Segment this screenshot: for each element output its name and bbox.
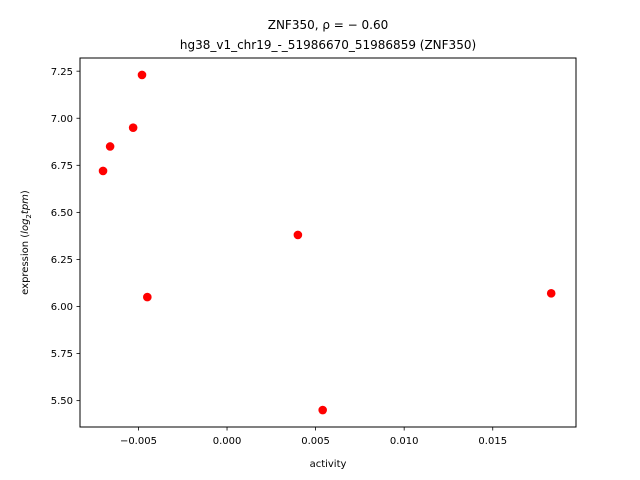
y-tick-label: 7.00 bbox=[51, 114, 73, 125]
y-axis-label-log: log bbox=[20, 219, 31, 234]
plot-area: −0.005 0.000 0.005 0.010 0.015 5.50 5.75 6.00 6.… bbox=[51, 67, 556, 447]
x-tick-label: 0.000 bbox=[213, 436, 242, 447]
data-point bbox=[318, 405, 327, 415]
y-tick-label: 5.50 bbox=[51, 396, 73, 407]
data-point bbox=[137, 70, 147, 80]
data-point bbox=[143, 292, 152, 302]
x-tick-label: −0.005 bbox=[120, 436, 157, 447]
x-tick-label: 0.005 bbox=[301, 436, 330, 447]
y-tick-label: 6.75 bbox=[51, 161, 73, 172]
y-axis-label-suffix: ) bbox=[20, 190, 31, 194]
y-tick-label: 6.50 bbox=[51, 208, 73, 219]
y-axis-label: expression (log2tpm) bbox=[20, 190, 33, 295]
data-point bbox=[128, 123, 138, 132]
x-axis-label: activity bbox=[310, 459, 347, 470]
y-tick-label: 6.25 bbox=[51, 255, 73, 266]
y-axis-label-prefix: expression ( bbox=[20, 234, 31, 295]
x-tick-label: 0.010 bbox=[390, 436, 419, 447]
y-tick-label: 5.75 bbox=[51, 349, 73, 360]
y-tick-label: 6.00 bbox=[51, 302, 73, 313]
data-point bbox=[105, 142, 115, 151]
chart-title-line-2: hg38_v1_chr19_-_51986670_51986859 (ZNF35… bbox=[180, 38, 476, 52]
y-tick-label: 7.25 bbox=[51, 67, 73, 78]
y-axis-label-tpm: tpm bbox=[20, 194, 31, 214]
data-point bbox=[546, 289, 556, 298]
x-tick-label: 0.015 bbox=[478, 436, 507, 447]
chart-title-line-1: ZNF350, ρ = − 0.60 bbox=[268, 18, 389, 32]
y-axis-label-subscript: 2 bbox=[25, 214, 33, 218]
data-point bbox=[98, 166, 108, 176]
axes-frame bbox=[79, 57, 577, 428]
data-point bbox=[293, 230, 303, 240]
